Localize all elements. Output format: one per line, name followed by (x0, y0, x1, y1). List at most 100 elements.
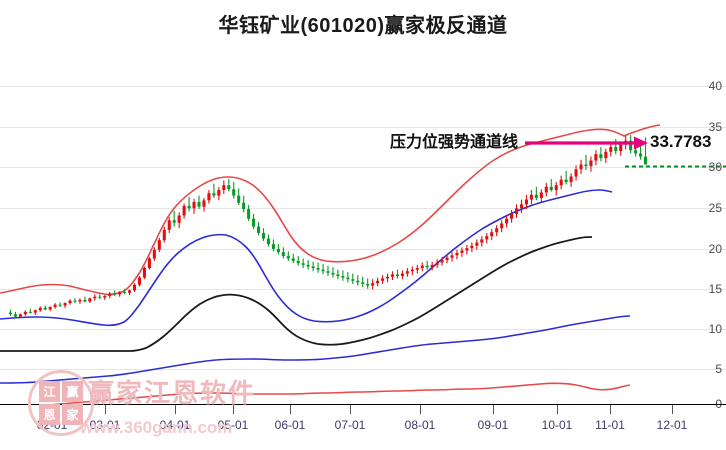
candle-body (207, 193, 211, 201)
candle-body (103, 295, 107, 298)
candle-body (609, 147, 613, 152)
candle-body (38, 307, 42, 311)
candle-body (524, 199, 528, 205)
candle-body (306, 264, 310, 267)
candle-body (202, 200, 206, 207)
candle-body (643, 156, 648, 165)
candle-body (584, 164, 588, 167)
candle-body (8, 312, 13, 315)
candle-body (212, 193, 216, 196)
candle-body (346, 277, 350, 280)
candle-body (192, 201, 196, 209)
candle-body (132, 284, 137, 291)
candle-body (376, 280, 380, 284)
candle-body (177, 215, 181, 223)
candle-body (395, 274, 399, 277)
candle-body (296, 260, 300, 264)
candle-body (128, 290, 132, 293)
chart-canvas (0, 86, 726, 405)
candle-body (440, 260, 444, 263)
candle-body (182, 205, 186, 216)
candle-body (227, 185, 231, 190)
candlestick-series (8, 135, 648, 319)
candle-body (539, 192, 543, 198)
candle-body (321, 269, 325, 272)
candle-body (88, 298, 92, 302)
candle-body (420, 265, 424, 269)
y-tick-label: 25 (708, 201, 722, 215)
candle-body (450, 255, 454, 258)
x-tick-label: 12-01 (656, 418, 688, 432)
candle-body (500, 223, 504, 229)
lower-inner-channel-line (0, 315, 631, 384)
candle-body (162, 229, 166, 241)
candle-body (634, 150, 638, 154)
x-tick (350, 405, 351, 414)
candle-body (564, 179, 568, 183)
y-tick-label: 30 (708, 160, 722, 174)
x-tick-label: 10-01 (541, 418, 573, 432)
candle-body (460, 250, 464, 253)
candle-body (485, 236, 489, 240)
x-tick-label: 05-01 (217, 418, 249, 432)
candle-body (544, 186, 548, 193)
candle-body (123, 291, 127, 293)
candle-body (58, 304, 62, 306)
candle-body (569, 176, 573, 183)
candle-body (152, 249, 156, 259)
x-tick-label: 06-01 (274, 418, 306, 432)
candle-body (68, 300, 72, 304)
annotation-arrow (525, 136, 648, 150)
candle-body (554, 185, 558, 191)
x-tick (175, 405, 176, 414)
x-tick (233, 405, 234, 414)
candle-body (326, 271, 330, 273)
candle-body (237, 195, 241, 203)
y-tick-label: 10 (708, 322, 722, 336)
candle-body (63, 303, 67, 306)
candle-body (13, 314, 17, 317)
candle-body (495, 228, 499, 233)
candle-body (98, 296, 102, 298)
candle-body (336, 274, 340, 277)
current-price-label: 33.7783 (650, 132, 712, 151)
candle-body (351, 279, 355, 281)
candle-body (137, 277, 142, 285)
annotation-label: 压力位强势通道线 (390, 134, 519, 151)
candle-body (78, 299, 82, 302)
y-tick-label: 35 (708, 120, 722, 134)
x-tick-label: 02-01 (36, 418, 68, 432)
candle-body (142, 268, 146, 278)
candle-body (425, 265, 429, 268)
candle-body (222, 185, 226, 191)
candle-body (619, 144, 623, 151)
gridlines (0, 86, 726, 370)
candle-body (18, 314, 22, 317)
candle-body (505, 218, 509, 224)
x-tick-label: 03-01 (89, 418, 121, 432)
x-tick (290, 405, 291, 414)
candle-body (430, 264, 434, 268)
candle-body (356, 280, 360, 283)
candle-body (28, 311, 32, 313)
candle-body (242, 202, 246, 210)
candle-body (574, 169, 578, 177)
candle-body (549, 186, 553, 191)
candle-body (301, 263, 305, 265)
y-tick-label: 40 (708, 79, 722, 93)
x-axis-line (0, 404, 726, 405)
candle-body (405, 271, 409, 274)
upper-outer-channel-line (0, 124, 661, 296)
candle-body (445, 257, 449, 261)
candle-body (167, 220, 171, 230)
candle-body (594, 154, 598, 161)
candle-body (331, 272, 335, 275)
candle-body (381, 278, 385, 281)
candle-body (629, 140, 633, 151)
chart-plot-area: 40 35 30 25 20 15 10 5 0 (0, 60, 726, 410)
candle-body (217, 190, 221, 196)
candle-body (157, 240, 161, 250)
candle-body (604, 151, 608, 159)
candle-body (108, 293, 112, 296)
